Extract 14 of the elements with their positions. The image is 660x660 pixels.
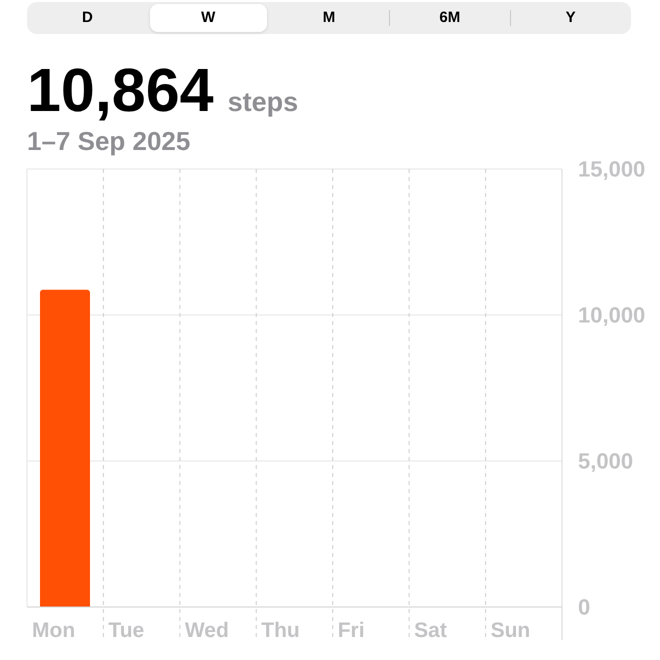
y-tick-label: 5,000 (578, 448, 634, 474)
x-tick-label: Sat (414, 619, 447, 642)
y-tick-label: 0 (578, 594, 590, 620)
x-tick-label: Sun (490, 619, 530, 642)
chart-title: 10,864 steps (27, 56, 298, 124)
y-tick-label: 15,000 (578, 156, 646, 182)
segmented-control: D W M 6M Y (27, 2, 631, 34)
x-tick-label: Fri (338, 619, 365, 642)
chart-subtitle: 1–7 Sep 2025 (27, 126, 190, 156)
x-tick-label: Tue (108, 619, 144, 642)
y-tick-label: 10,000 (578, 302, 646, 328)
x-tick-label: Wed (184, 619, 229, 642)
x-tick-label: Mon (32, 619, 76, 642)
x-tick-label: Thu (261, 619, 300, 642)
